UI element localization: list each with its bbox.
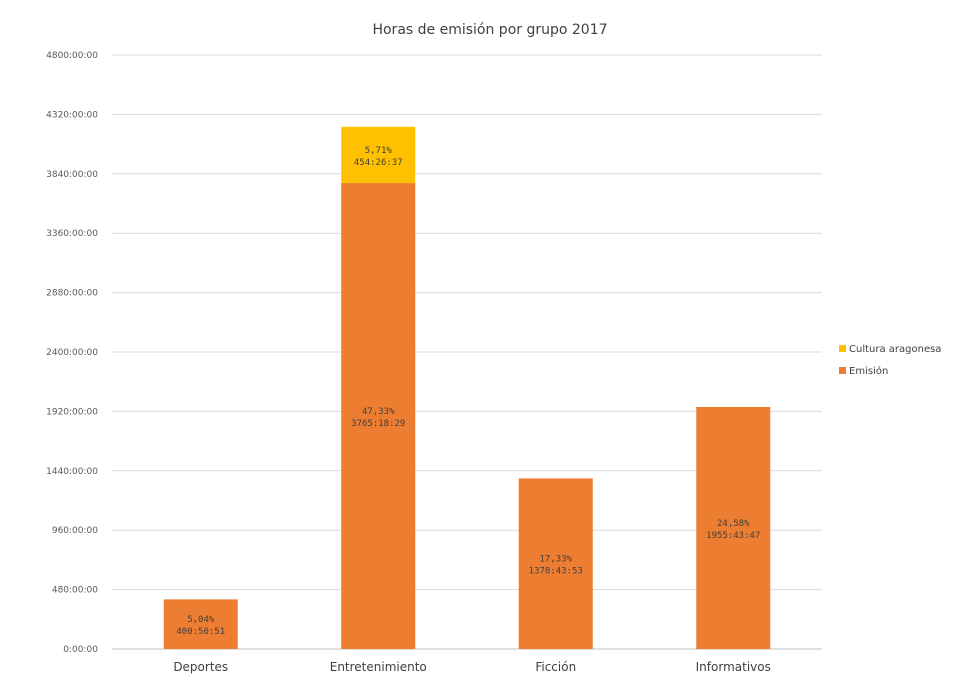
legend-swatch [839, 367, 846, 374]
x-tick-label: Deportes [173, 660, 228, 674]
grid-lines [112, 54, 822, 650]
legend-swatch [839, 345, 846, 352]
data-label-time: 1955:43:47 [706, 531, 760, 541]
y-axis: 0:00:00 480:00:00 960:00:00 1440:00:00 1920:… [46, 51, 98, 655]
y-tick-label: 0:00:00 [63, 645, 98, 655]
bar-emisión-3 [696, 406, 771, 649]
y-tick-label: 1920:00:00 [46, 407, 98, 417]
y-tick-label: 3840:00:00 [46, 170, 98, 180]
bars [163, 126, 771, 649]
legend[interactable]: Cultura aragonesa Emisión [839, 344, 941, 377]
y-tick-label: 3360:00:00 [46, 229, 98, 239]
data-label-time: 454:26:37 [354, 158, 403, 168]
data-label-pct: 5,71% [365, 146, 393, 156]
legend-item[interactable]: Emisión [849, 365, 888, 377]
x-tick-label: Entretenimiento [330, 660, 427, 674]
bar-cultura-aragonesa-1 [341, 126, 416, 184]
y-tick-label: 960:00:00 [52, 526, 98, 536]
bar-emisión-2 [518, 478, 593, 649]
x-axis: Deportes Entretenimiento Ficción Informativ… [173, 660, 771, 674]
chart-title: Horas de emisión por grupo 2017 [372, 22, 607, 38]
y-tick-label: 480:00:00 [52, 586, 98, 596]
data-label-pct: 47,33% [362, 407, 395, 417]
data-label-time: 400:50:51 [176, 627, 225, 637]
x-tick-label: Informativos [696, 660, 771, 674]
bar-emisión-0 [163, 599, 238, 649]
y-tick-label: 2400:00:00 [46, 348, 98, 358]
bar-emisión-1 [341, 183, 416, 649]
data-label-pct: 17,33% [539, 555, 572, 565]
legend-item[interactable]: Cultura aragonesa [849, 344, 941, 355]
x-tick-label: Ficción [535, 660, 576, 674]
data-label-pct: 24,58% [717, 519, 750, 529]
y-tick-label: 4320:00:00 [46, 110, 98, 120]
data-label-time: 1378:43:53 [529, 567, 583, 577]
data-labels: 5,04% 400:50:51 47,33% 3765:18:29 17,33% 1378… [176, 146, 760, 637]
y-tick-label: 4800:00:00 [46, 51, 98, 61]
data-label-time: 3765:18:29 [351, 419, 405, 429]
y-tick-label: 1440:00:00 [46, 467, 98, 477]
y-tick-label: 2880:00:00 [46, 289, 98, 299]
data-label-pct: 5,04% [187, 615, 215, 625]
